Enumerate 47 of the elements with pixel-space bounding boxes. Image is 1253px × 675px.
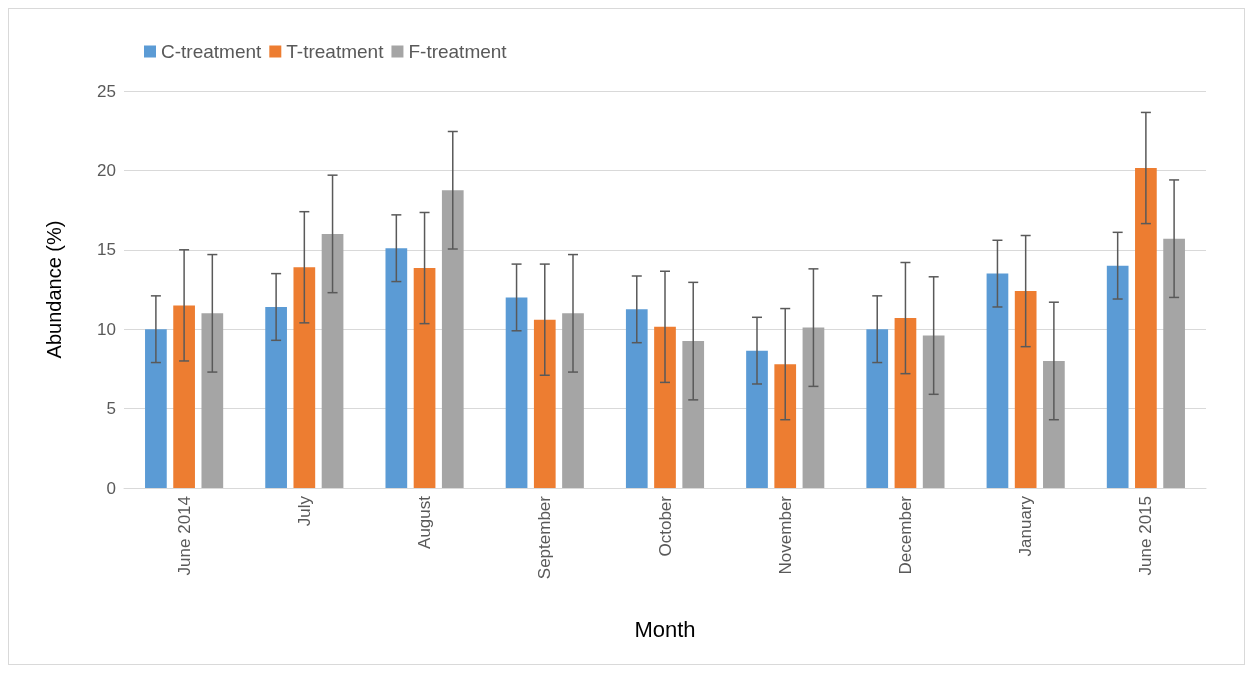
y-tick-label: 5 bbox=[106, 399, 116, 419]
bar bbox=[746, 350, 768, 488]
bar bbox=[265, 306, 287, 488]
bar bbox=[293, 267, 316, 488]
bar bbox=[1043, 360, 1065, 488]
bar bbox=[385, 248, 408, 488]
legend-label: F-treatment bbox=[408, 41, 508, 62]
bar bbox=[505, 297, 528, 488]
x-tick-label: December bbox=[895, 495, 915, 575]
y-axis-title: Abundance (%) bbox=[43, 220, 65, 359]
x-tick-label: June 2014 bbox=[174, 496, 194, 576]
x-tick-label: June 2015 bbox=[1136, 496, 1156, 576]
bar bbox=[986, 273, 1009, 488]
y-tick-label: 10 bbox=[97, 319, 116, 339]
legend-label: T-treatment bbox=[286, 41, 385, 62]
bar bbox=[413, 268, 436, 488]
bar bbox=[625, 309, 648, 488]
bar bbox=[866, 329, 889, 488]
bar bbox=[321, 233, 344, 488]
y-tick-label: 0 bbox=[106, 478, 116, 498]
bar bbox=[173, 305, 195, 488]
bar bbox=[654, 326, 676, 488]
y-tick-label: 20 bbox=[97, 160, 116, 180]
x-tick-label: August bbox=[415, 495, 435, 549]
legend-label: C-treatment bbox=[161, 41, 263, 62]
bar bbox=[562, 313, 584, 488]
y-tick-label: 25 bbox=[97, 81, 116, 101]
bar bbox=[533, 319, 556, 488]
bar bbox=[1163, 238, 1185, 488]
bar bbox=[922, 335, 945, 488]
x-axis-title: Month bbox=[634, 616, 696, 642]
bar bbox=[441, 190, 464, 488]
bar bbox=[145, 329, 167, 488]
bar bbox=[774, 364, 797, 488]
bar bbox=[1135, 168, 1157, 488]
bar bbox=[682, 341, 705, 488]
bar bbox=[201, 313, 224, 488]
x-tick-label: September bbox=[535, 495, 555, 580]
bar bbox=[894, 318, 917, 488]
y-tick-label: 15 bbox=[97, 240, 116, 260]
x-tick-label: October bbox=[655, 495, 675, 557]
x-tick-label: November bbox=[775, 495, 795, 575]
x-tick-label: January bbox=[1016, 495, 1036, 557]
bar bbox=[1106, 265, 1129, 488]
x-tick-label: July bbox=[294, 495, 314, 527]
bar bbox=[802, 327, 825, 488]
bar bbox=[1014, 291, 1037, 488]
